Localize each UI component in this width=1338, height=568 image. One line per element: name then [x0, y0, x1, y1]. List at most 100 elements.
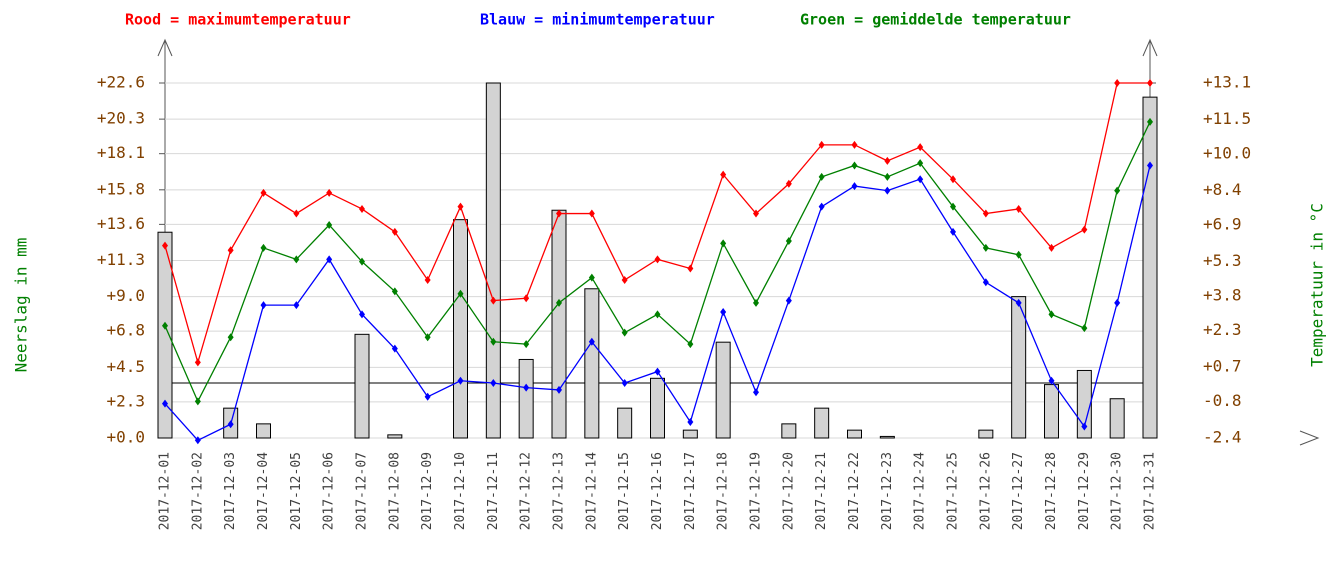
- marker: [227, 333, 234, 342]
- x-tick-label: 2017-12-13: [552, 452, 567, 530]
- y2-tick-label: +13.1: [1203, 73, 1251, 92]
- marker: [490, 379, 497, 388]
- bar: [978, 429, 994, 439]
- y-tick-label: +6.8: [106, 321, 145, 340]
- marker: [293, 301, 300, 310]
- marker: [785, 237, 792, 246]
- marker: [753, 388, 759, 397]
- marker: [720, 239, 727, 248]
- x-tick-label: 2017-12-27: [1011, 452, 1026, 530]
- marker: [1147, 117, 1153, 126]
- marker: [884, 172, 891, 181]
- x-tick-label: 2017-12-05: [289, 452, 304, 530]
- marker: [424, 333, 431, 342]
- x-tick-label: 2017-12-20: [781, 452, 796, 530]
- marker: [523, 340, 530, 349]
- marker: [851, 140, 858, 149]
- marker: [359, 310, 365, 319]
- x-tick-label: 2017-12-22: [847, 452, 862, 530]
- bar: [551, 209, 567, 439]
- bar: [781, 423, 797, 439]
- marker: [556, 298, 562, 307]
- marker: [884, 156, 891, 165]
- marker: [621, 328, 628, 337]
- bar: [715, 341, 731, 439]
- marker: [917, 175, 924, 184]
- marker: [621, 379, 628, 388]
- y-tick-label: +2.3: [106, 391, 145, 410]
- marker: [1048, 310, 1055, 319]
- x-tick-label: 2017-12-14: [584, 452, 599, 530]
- y2-axis-label: Temperatuur in °C: [1308, 203, 1327, 367]
- marker: [391, 227, 398, 236]
- y2-tick-label: +10.0: [1203, 144, 1251, 163]
- marker: [457, 289, 464, 298]
- x-tick-label: 2017-12-07: [355, 452, 370, 530]
- bar: [1142, 96, 1158, 439]
- line: [164, 82, 1150, 365]
- y-axis-label: Neerslag in mm: [12, 238, 31, 373]
- x-tick-label: 2017-12-12: [519, 452, 534, 530]
- marker: [260, 243, 267, 252]
- y-tick-label: +11.3: [97, 250, 145, 269]
- y2-tick-label: +11.5: [1203, 109, 1251, 128]
- marker: [424, 275, 431, 284]
- bar: [518, 358, 534, 439]
- marker: [1015, 204, 1022, 213]
- marker: [1048, 376, 1055, 385]
- marker: [917, 143, 924, 152]
- y-tick-label: +20.3: [97, 109, 145, 128]
- x-tick-label: 2017-12-16: [650, 452, 665, 530]
- marker: [326, 255, 333, 264]
- x-tick-label: 2017-12-17: [683, 452, 698, 530]
- marker: [687, 340, 694, 349]
- y2-tick-label: -2.4: [1203, 428, 1242, 447]
- x-tick-label: 2017-12-31: [1143, 452, 1158, 530]
- marker: [1048, 243, 1055, 252]
- x-tick-label: 2017-12-21: [814, 452, 829, 530]
- marker: [359, 204, 365, 213]
- bar: [354, 333, 370, 439]
- marker: [818, 172, 825, 181]
- bar: [485, 82, 501, 439]
- x-tick-label: 2017-12-18: [716, 452, 731, 530]
- marker: [917, 159, 924, 168]
- x-tick-label: 2017-12-30: [1110, 452, 1125, 530]
- x-tick-label: 2017-12-28: [1044, 452, 1059, 530]
- marker: [457, 202, 464, 211]
- marker: [851, 161, 858, 170]
- marker: [490, 337, 497, 346]
- marker: [818, 202, 825, 211]
- x-tick-label: 2017-12-08: [387, 452, 402, 530]
- y2-tick-label: +3.8: [1203, 286, 1242, 305]
- marker: [654, 310, 661, 319]
- bar: [682, 429, 698, 439]
- marker: [293, 209, 300, 218]
- bar: [814, 407, 830, 439]
- marker: [523, 383, 530, 392]
- marker: [687, 417, 694, 426]
- marker: [523, 294, 530, 303]
- x-tick-label: 2017-12-02: [190, 452, 205, 530]
- y2-tick-label: +6.9: [1203, 215, 1242, 234]
- y2-tick-label: +2.3: [1203, 320, 1242, 339]
- y2-tick-label: +8.4: [1203, 180, 1242, 199]
- marker: [785, 179, 792, 188]
- marker: [1147, 79, 1153, 87]
- x-tick-label: 2017-12-04: [256, 452, 271, 530]
- marker: [1147, 161, 1153, 170]
- marker: [162, 321, 168, 330]
- x-tick-label: 2017-12-15: [617, 452, 632, 530]
- y2-tick-label: -0.8: [1203, 391, 1242, 410]
- marker: [293, 255, 300, 264]
- bar: [387, 434, 403, 439]
- x-tick-label: 2017-12-10: [453, 452, 468, 530]
- y-tick-label: +15.8: [97, 179, 145, 198]
- marker: [1015, 250, 1022, 259]
- marker: [785, 296, 792, 305]
- marker: [556, 385, 562, 394]
- marker: [1114, 79, 1121, 87]
- marker: [982, 243, 989, 252]
- bar: [453, 219, 468, 439]
- x-tick-label: 2017-12-03: [223, 452, 238, 530]
